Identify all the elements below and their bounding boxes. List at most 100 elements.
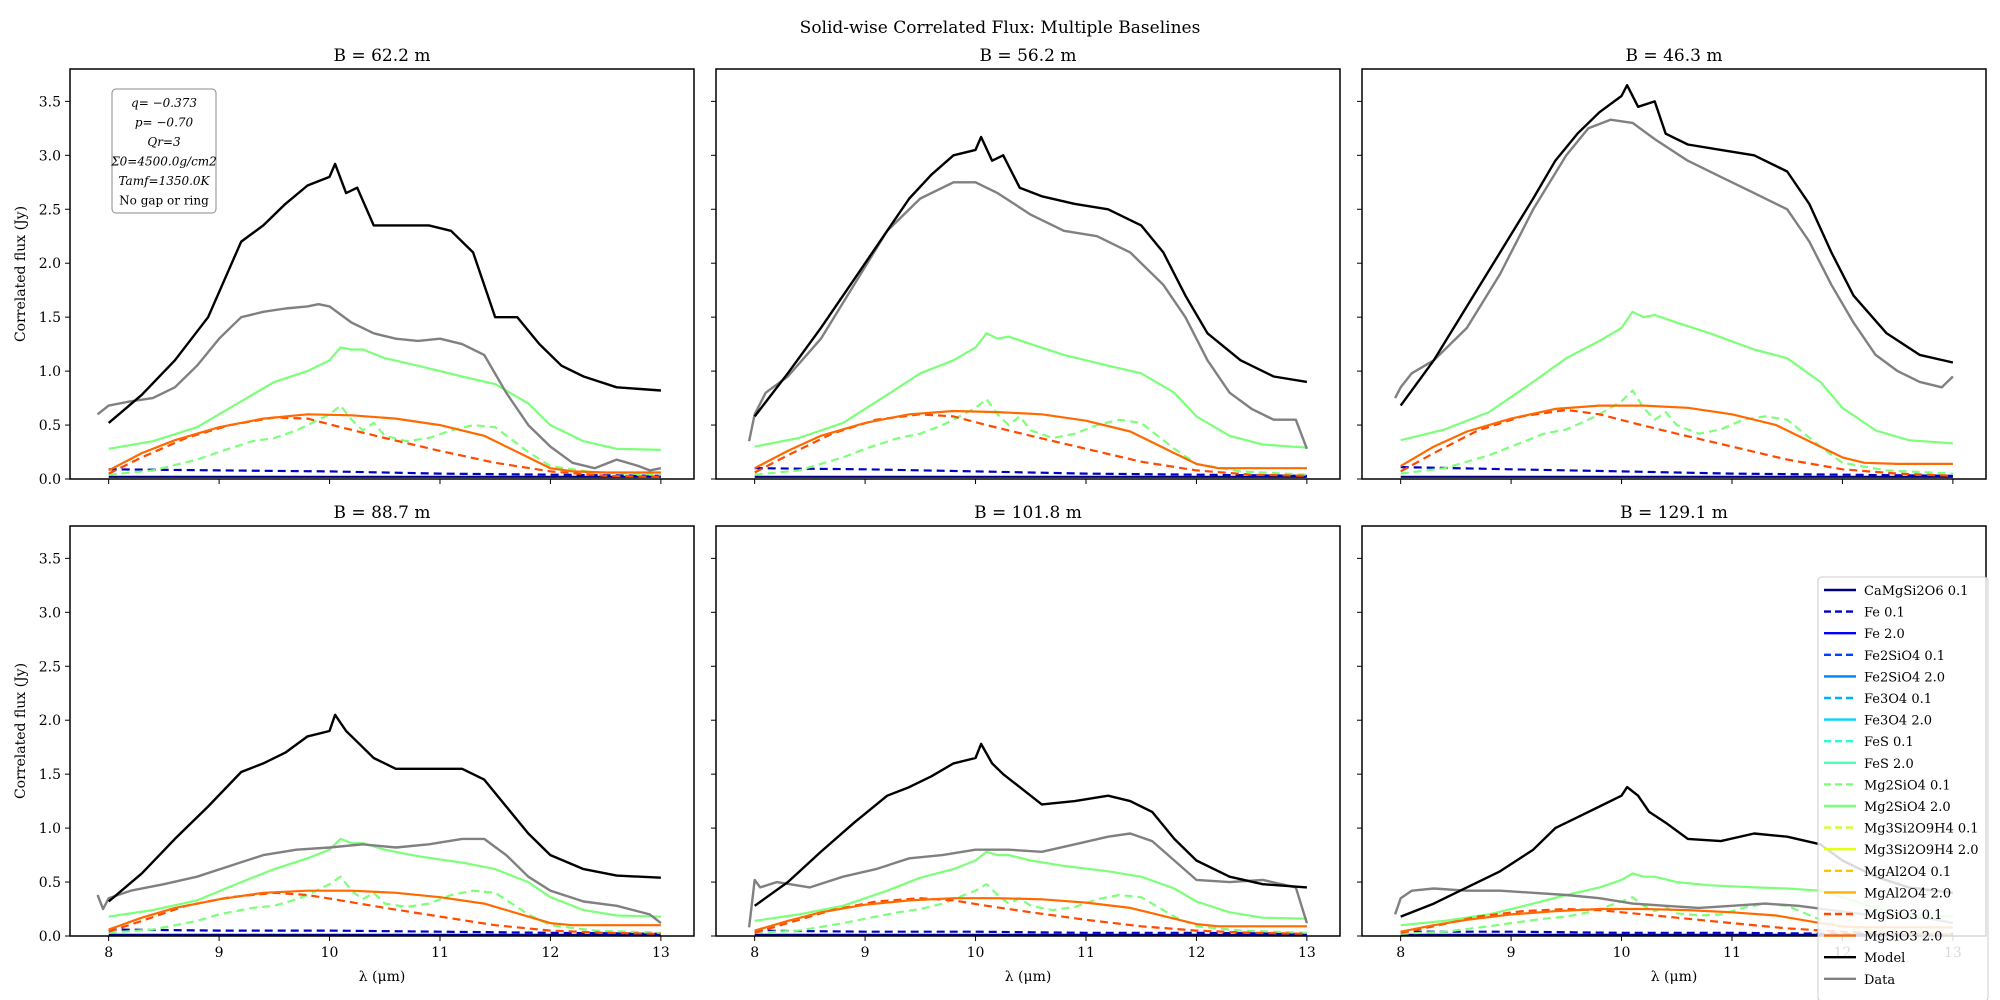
series-line-mgsio3-0-1 bbox=[108, 416, 661, 478]
y-tick-label: 2.5 bbox=[39, 202, 61, 218]
legend-entry: Fe 0.1 bbox=[1824, 606, 1905, 621]
y-axis-label: Correlated flux (Jy) bbox=[13, 206, 29, 342]
series-line-model bbox=[1399, 83, 1954, 407]
y-tick-label: 1.0 bbox=[39, 821, 61, 837]
legend-label: Fe2SiO4 0.1 bbox=[1864, 649, 1945, 664]
series-line-mg2sio4-0-1 bbox=[754, 883, 1307, 934]
panel-frame bbox=[715, 68, 1341, 480]
series-line-fe-0-1 bbox=[108, 468, 661, 477]
panel-3: B = 46.3 m bbox=[1357, 46, 1987, 484]
series-line-mgsio3-0-1 bbox=[1400, 408, 1953, 477]
series-group bbox=[96, 162, 662, 478]
y-tick-label: 3.0 bbox=[39, 605, 61, 621]
panel-frame bbox=[1361, 68, 1987, 480]
panel-title: B = 129.1 m bbox=[1620, 503, 1728, 523]
y-axis-label: Correlated flux (Jy) bbox=[13, 663, 29, 799]
x-tick-label: 9 bbox=[215, 945, 224, 961]
series-line-mg2sio4-0-1 bbox=[1400, 389, 1953, 475]
series-line-fe-0-1 bbox=[108, 928, 661, 935]
legend-label: Fe 2.0 bbox=[1864, 627, 1905, 642]
series-line-data bbox=[96, 303, 662, 472]
panel-4: B = 88.7 m 8 9 10 11 12 13 0.0 0.5 1.0 1.5 2.0 2.5 3.… bbox=[13, 503, 695, 985]
x-tick-label: 13 bbox=[1298, 945, 1316, 961]
legend-frame bbox=[1817, 576, 1989, 1000]
legend-entry: CaMgSi2O6 0.1 bbox=[1824, 584, 1968, 599]
x-tick-label: 13 bbox=[652, 945, 670, 961]
series-line-fe-0-1 bbox=[754, 467, 1307, 477]
series-line-data bbox=[96, 837, 662, 925]
legend-label: MgSiO3 2.0 bbox=[1864, 930, 1942, 945]
y-tick-label: 1.5 bbox=[39, 310, 61, 326]
series-line-mg2sio4-2-0 bbox=[1400, 310, 1953, 445]
panel-title: B = 101.8 m bbox=[974, 503, 1082, 523]
y-tick-label: 0.0 bbox=[39, 472, 61, 488]
annotation-line: q= −0.373 bbox=[131, 96, 197, 110]
legend-entry: Mg2SiO4 2.0 bbox=[1824, 800, 1951, 815]
legend-entry: Mg3Si2O9H4 2.0 bbox=[1824, 843, 1979, 858]
annotation-line: Σ0=4500.0g/cm2 bbox=[110, 155, 217, 169]
legend-entry: MgAl2O4 0.1 bbox=[1824, 865, 1951, 880]
figure-suptitle: Solid-wise Correlated Flux: Multiple Bas… bbox=[800, 18, 1201, 38]
annotation-line: Tamf=1350.0K bbox=[118, 174, 210, 188]
series-line-mgsio3-0-1 bbox=[754, 413, 1307, 477]
y-tick-label: 2.0 bbox=[39, 256, 61, 272]
legend-entry: Mg3Si2O9H4 0.1 bbox=[1824, 822, 1979, 837]
panel-title: B = 56.2 m bbox=[980, 46, 1077, 66]
y-tick-label: 3.5 bbox=[39, 551, 61, 567]
y-tick-label: 0.5 bbox=[39, 418, 61, 434]
legend-label: MgAl2O4 2.0 bbox=[1864, 886, 1951, 901]
annotation-line: p= −0.70 bbox=[135, 116, 194, 130]
legend-label: Fe 0.1 bbox=[1864, 606, 1905, 621]
panel-1: B = 62.2 m 0.0 0.5 1.0 1.5 2.0 2.5 3.0 3.5 Correl… bbox=[13, 46, 695, 488]
series-line-data bbox=[747, 181, 1309, 450]
x-tick-label: 10 bbox=[1613, 945, 1631, 961]
legend-label: Fe2SiO4 2.0 bbox=[1864, 670, 1945, 685]
y-tick-label: 2.5 bbox=[39, 659, 61, 675]
series-line-mg2sio4-2-0 bbox=[754, 850, 1307, 922]
series-line-data bbox=[1394, 118, 1954, 399]
series-group bbox=[1394, 83, 1954, 478]
legend-label: Fe3O4 2.0 bbox=[1864, 714, 1932, 729]
series-line-mg2sio4-0-1 bbox=[1400, 896, 1953, 935]
annotation-box: q= −0.373 p= −0.70 Qr=3 Σ0=4500.0g/cm2 Tamf=… bbox=[110, 88, 217, 214]
panels-group: B = 62.2 m 0.0 0.5 1.0 1.5 2.0 2.5 3.0 3.5 Correl… bbox=[13, 46, 1987, 985]
legend-label: FeS 2.0 bbox=[1864, 757, 1914, 772]
panel-title: B = 88.7 m bbox=[334, 503, 431, 523]
x-tick-label: 9 bbox=[861, 945, 870, 961]
series-line-mg2sio4-0-1 bbox=[754, 398, 1307, 476]
x-tick-label: 10 bbox=[321, 945, 339, 961]
annotation-line: Qr=3 bbox=[147, 135, 181, 149]
legend-label: MgAl2O4 0.1 bbox=[1864, 865, 1951, 880]
x-tick-label: 12 bbox=[1188, 945, 1206, 961]
legend-label: Mg2SiO4 2.0 bbox=[1864, 800, 1951, 815]
y-tick-label: 3.5 bbox=[39, 94, 61, 110]
y-tick-label: 3.0 bbox=[39, 148, 61, 164]
series-line-model bbox=[107, 162, 661, 424]
series-line-mgsio3-2-0 bbox=[108, 413, 661, 474]
legend-label: Data bbox=[1864, 973, 1895, 988]
legend-label: Mg2SiO4 0.1 bbox=[1864, 778, 1951, 793]
x-tick-label: 8 bbox=[1396, 945, 1405, 961]
x-axis-label: λ (μm) bbox=[1651, 969, 1698, 985]
x-tick-label: 8 bbox=[750, 945, 759, 961]
panel-2: B = 56.2 m bbox=[711, 46, 1341, 484]
panel-frame bbox=[69, 68, 695, 480]
legend-entry: Fe3O4 2.0 bbox=[1824, 714, 1932, 729]
annotation-line: No gap or ring bbox=[119, 194, 209, 208]
x-tick-label: 11 bbox=[1723, 945, 1741, 961]
legend-entry: Fe 2.0 bbox=[1824, 627, 1905, 642]
legend-entry: FeS 0.1 bbox=[1824, 735, 1914, 750]
legend: CaMgSi2O6 0.1 Fe 0.1 Fe 2.0 Fe2SiO4 0.1 Fe2S… bbox=[1817, 576, 1989, 1000]
series-line-mg2sio4-2-0 bbox=[108, 346, 661, 451]
x-tick-label: 12 bbox=[542, 945, 560, 961]
series-group bbox=[747, 135, 1309, 478]
legend-entry: Fe2SiO4 2.0 bbox=[1824, 670, 1945, 685]
series-line-mgsio3-2-0 bbox=[1400, 404, 1953, 468]
panel-title: B = 46.3 m bbox=[1626, 46, 1723, 66]
panel-5: B = 101.8 m 8 9 10 11 12 13 λ (μm) bbox=[711, 503, 1341, 985]
x-axis-label: λ (μm) bbox=[359, 969, 406, 985]
series-line-mgsio3-2-0 bbox=[754, 897, 1307, 932]
series-line-mg2sio4-2-0 bbox=[754, 332, 1307, 449]
series-line-model bbox=[107, 713, 661, 903]
legend-label: Mg3Si2O9H4 2.0 bbox=[1864, 843, 1979, 858]
